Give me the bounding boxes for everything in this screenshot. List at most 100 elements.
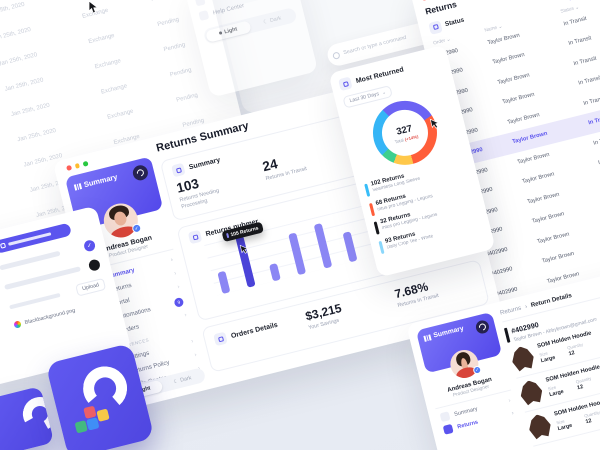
text-placeholder xyxy=(0,250,61,271)
status-icon xyxy=(428,19,443,35)
close-icon[interactable] xyxy=(66,165,72,171)
upload-button[interactable]: Upload xyxy=(75,277,107,297)
bar[interactable] xyxy=(286,223,307,276)
dark-label: Dark xyxy=(269,14,282,24)
text-placeholder xyxy=(9,292,61,310)
x-tick xyxy=(297,275,310,278)
light-dot-icon xyxy=(218,30,223,36)
cursor-icon xyxy=(88,0,100,14)
chevron-right-icon: › xyxy=(507,397,512,404)
chevron-right-icon: › xyxy=(173,270,178,278)
stat: 7.68% Returns in Transit xyxy=(393,265,488,309)
search-icon xyxy=(331,50,341,60)
x-tick xyxy=(350,262,363,265)
stat: $3,215 Your Savings xyxy=(304,288,399,332)
grid-icon xyxy=(0,242,7,249)
plot-area: 105 Returns xyxy=(204,202,389,296)
selection-bar xyxy=(503,327,510,343)
sort-icon: ⌄ xyxy=(445,35,452,43)
chevron-right-icon: › xyxy=(177,284,181,292)
legend-bar-icon xyxy=(368,202,375,216)
legend-bar-icon xyxy=(373,221,380,235)
logo-ring-icon xyxy=(81,364,129,412)
summary-icon xyxy=(171,162,186,178)
minimize-icon[interactable] xyxy=(74,162,80,169)
most-returned-panel: Most Returned Last 30 Days ⌄ 327 Total (+… xyxy=(328,44,496,278)
menu-item-icon xyxy=(198,10,210,21)
y-tick xyxy=(201,283,212,286)
light-mode-chip[interactable]: Light xyxy=(204,19,252,43)
tooltip-bar-icon xyxy=(226,233,229,239)
x-tick xyxy=(323,269,336,272)
y-tick xyxy=(195,258,206,261)
dark-mode-chip[interactable]: ☾ Dark xyxy=(249,12,295,29)
legend-bar-icon xyxy=(364,183,370,197)
x-tick xyxy=(271,282,284,285)
most-returned-icon xyxy=(338,76,353,92)
legend-bar-icon xyxy=(378,240,384,254)
moon-icon: ☾ xyxy=(262,18,269,26)
chevron-right-icon: › xyxy=(194,352,198,359)
x-tick xyxy=(219,295,232,298)
bar[interactable] xyxy=(260,229,282,282)
moon-icon: ☾ xyxy=(172,377,180,385)
sort-icon: ⌄ xyxy=(497,22,504,30)
returns-summary-window: Summary ✓ Andreas Bogan Product Designer… xyxy=(52,65,504,413)
menu-item-icon xyxy=(194,0,206,7)
y-tick xyxy=(198,271,209,274)
y-tick xyxy=(192,246,203,249)
logo-ring-icon xyxy=(477,322,488,332)
caret-down-icon: ⌄ xyxy=(381,88,387,96)
main-content: Returns Summary Summary Last 30 Days⌄ 10… xyxy=(155,74,492,380)
maximize-icon[interactable] xyxy=(82,160,89,167)
chevron-right-icon: › xyxy=(170,257,174,264)
sidebar-item-label: Returns xyxy=(456,418,479,430)
chevron-right-icon: › xyxy=(184,312,188,319)
bread-separator-icon: › xyxy=(524,303,528,311)
logo-bars-icon xyxy=(423,333,432,342)
cursor-icon xyxy=(239,242,250,255)
panel-title: Summary xyxy=(188,156,221,171)
notification-badge: 9 xyxy=(173,297,185,308)
logo-ring-icon xyxy=(135,168,146,178)
x-tick xyxy=(245,288,258,291)
product-image-hoodie xyxy=(526,412,553,441)
product-image-hoodie xyxy=(518,378,545,407)
chart-icon xyxy=(187,229,203,245)
bar-chart: 105 Returns xyxy=(192,202,390,301)
menu-item-label: Help Center xyxy=(212,2,245,17)
returns-number-panel: Returns nubmer 105 Returns xyxy=(176,159,478,322)
cursor-icon xyxy=(429,116,442,130)
dark-label: Dark xyxy=(179,374,193,384)
brand-tile-small xyxy=(0,386,55,450)
sort-icon: ⌄ xyxy=(574,3,580,11)
color-picker-icon[interactable] xyxy=(13,320,22,329)
bar[interactable] xyxy=(337,210,358,263)
product-image-hoodie xyxy=(509,344,536,373)
check-toggle[interactable]: ✓ xyxy=(82,239,97,253)
window-controls[interactable] xyxy=(66,160,89,171)
logo-label: Summary xyxy=(82,172,119,190)
panel-title: Most Returned xyxy=(355,65,405,85)
sidebar-item-icon xyxy=(442,423,454,435)
chevron-right-icon: › xyxy=(190,338,195,345)
status-label: Status xyxy=(444,16,465,29)
chevron-right-icon: › xyxy=(511,410,515,417)
button-text-placeholder xyxy=(7,232,52,247)
logo-label: Summary xyxy=(432,325,465,340)
orders-icon xyxy=(213,331,228,347)
logo-square-yellow xyxy=(96,408,110,422)
breadcrumb-section[interactable]: Returns xyxy=(499,304,523,317)
sidebar-item-icon xyxy=(439,411,451,423)
y-tick xyxy=(204,296,215,299)
panel-title: Orders Details xyxy=(230,321,279,340)
light-label: Light xyxy=(223,25,238,35)
background-file-name: Blackbackground.png xyxy=(24,307,76,326)
logo-bars-icon xyxy=(73,182,82,191)
color-swatch-black[interactable] xyxy=(87,258,102,272)
bar[interactable] xyxy=(311,216,333,269)
logo-ring-icon xyxy=(18,392,55,436)
verified-badge-icon: ✓ xyxy=(472,365,483,375)
logo-badge xyxy=(131,163,150,182)
